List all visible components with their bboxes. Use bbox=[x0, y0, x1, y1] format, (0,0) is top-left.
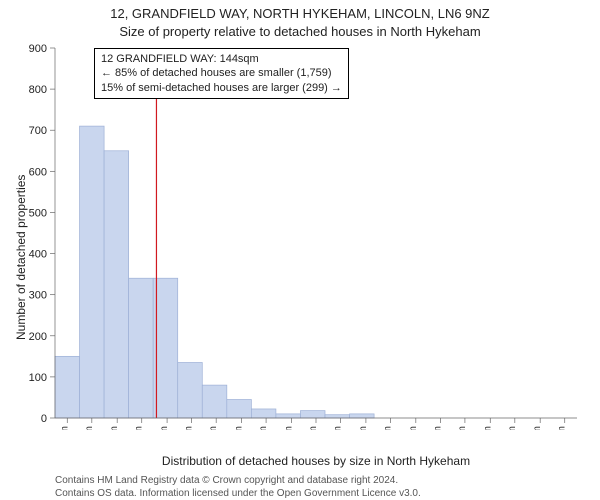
histogram-bar bbox=[202, 385, 227, 418]
x-tick-label: 278sqm bbox=[258, 426, 269, 430]
y-tick-label: 600 bbox=[29, 166, 47, 178]
histogram-bar bbox=[55, 356, 80, 418]
y-tick-label: 700 bbox=[29, 125, 47, 137]
x-tick-label: 521sqm bbox=[457, 426, 468, 430]
y-tick-label: 300 bbox=[29, 290, 47, 302]
y-tick-label: 900 bbox=[29, 43, 47, 55]
y-tick-label: 500 bbox=[29, 207, 47, 219]
y-tick-label: 200 bbox=[29, 331, 47, 343]
footer-attribution: Contains HM Land Registry data © Crown c… bbox=[55, 474, 421, 500]
histogram-bar bbox=[325, 415, 350, 418]
x-tick-label: 582sqm bbox=[507, 426, 518, 430]
x-tick-label: 217sqm bbox=[208, 426, 219, 430]
x-tick-label: 613sqm bbox=[532, 426, 543, 430]
y-tick-label: 0 bbox=[41, 413, 47, 425]
x-tick-label: 65sqm bbox=[84, 426, 95, 430]
x-tick-label: 157sqm bbox=[159, 426, 170, 430]
x-tick-label: 430sqm bbox=[382, 426, 393, 430]
annotation-line1: 12 GRANDFIELD WAY: 144sqm bbox=[101, 52, 342, 66]
histogram-bar bbox=[178, 363, 203, 419]
report-figure: 12, GRANDFIELD WAY, NORTH HYKEHAM, LINCO… bbox=[0, 0, 600, 500]
y-tick-label: 400 bbox=[29, 249, 47, 261]
x-tick-label: 248sqm bbox=[234, 426, 245, 430]
footer-line2: Contains OS data. Information licensed u… bbox=[55, 487, 421, 500]
histogram-bar bbox=[104, 151, 129, 418]
x-tick-label: 339sqm bbox=[308, 426, 319, 430]
x-tick-label: 96sqm bbox=[109, 426, 120, 430]
histogram-bar bbox=[251, 409, 276, 418]
y-tick-label: 100 bbox=[29, 372, 47, 384]
annotation-line3: 15% of semi-detached houses are larger (… bbox=[101, 81, 342, 95]
x-tick-label: 187sqm bbox=[184, 426, 195, 430]
histogram-bar bbox=[80, 126, 105, 418]
x-tick-label: 309sqm bbox=[283, 426, 294, 430]
x-tick-label: 126sqm bbox=[134, 426, 145, 430]
x-tick-label: 35sqm bbox=[59, 426, 70, 430]
x-tick-label: 461sqm bbox=[408, 426, 419, 430]
histogram-bar bbox=[276, 414, 301, 418]
x-tick-label: 491sqm bbox=[432, 426, 443, 430]
y-tick-label: 800 bbox=[29, 84, 47, 96]
x-tick-label: 400sqm bbox=[358, 426, 369, 430]
x-tick-label: 552sqm bbox=[482, 426, 493, 430]
histogram-bar bbox=[300, 411, 325, 418]
x-tick-label: 369sqm bbox=[333, 426, 344, 430]
annotation-line2: ← 85% of detached houses are smaller (1,… bbox=[101, 66, 342, 80]
x-axis-title: Distribution of detached houses by size … bbox=[55, 454, 577, 468]
histogram-bar bbox=[350, 414, 375, 418]
histogram-bar bbox=[227, 400, 252, 419]
footer-line1: Contains HM Land Registry data © Crown c… bbox=[55, 474, 421, 487]
annotation-box: 12 GRANDFIELD WAY: 144sqm ← 85% of detac… bbox=[94, 48, 349, 99]
histogram-bar bbox=[129, 278, 154, 418]
x-tick-label: 643sqm bbox=[557, 426, 568, 430]
